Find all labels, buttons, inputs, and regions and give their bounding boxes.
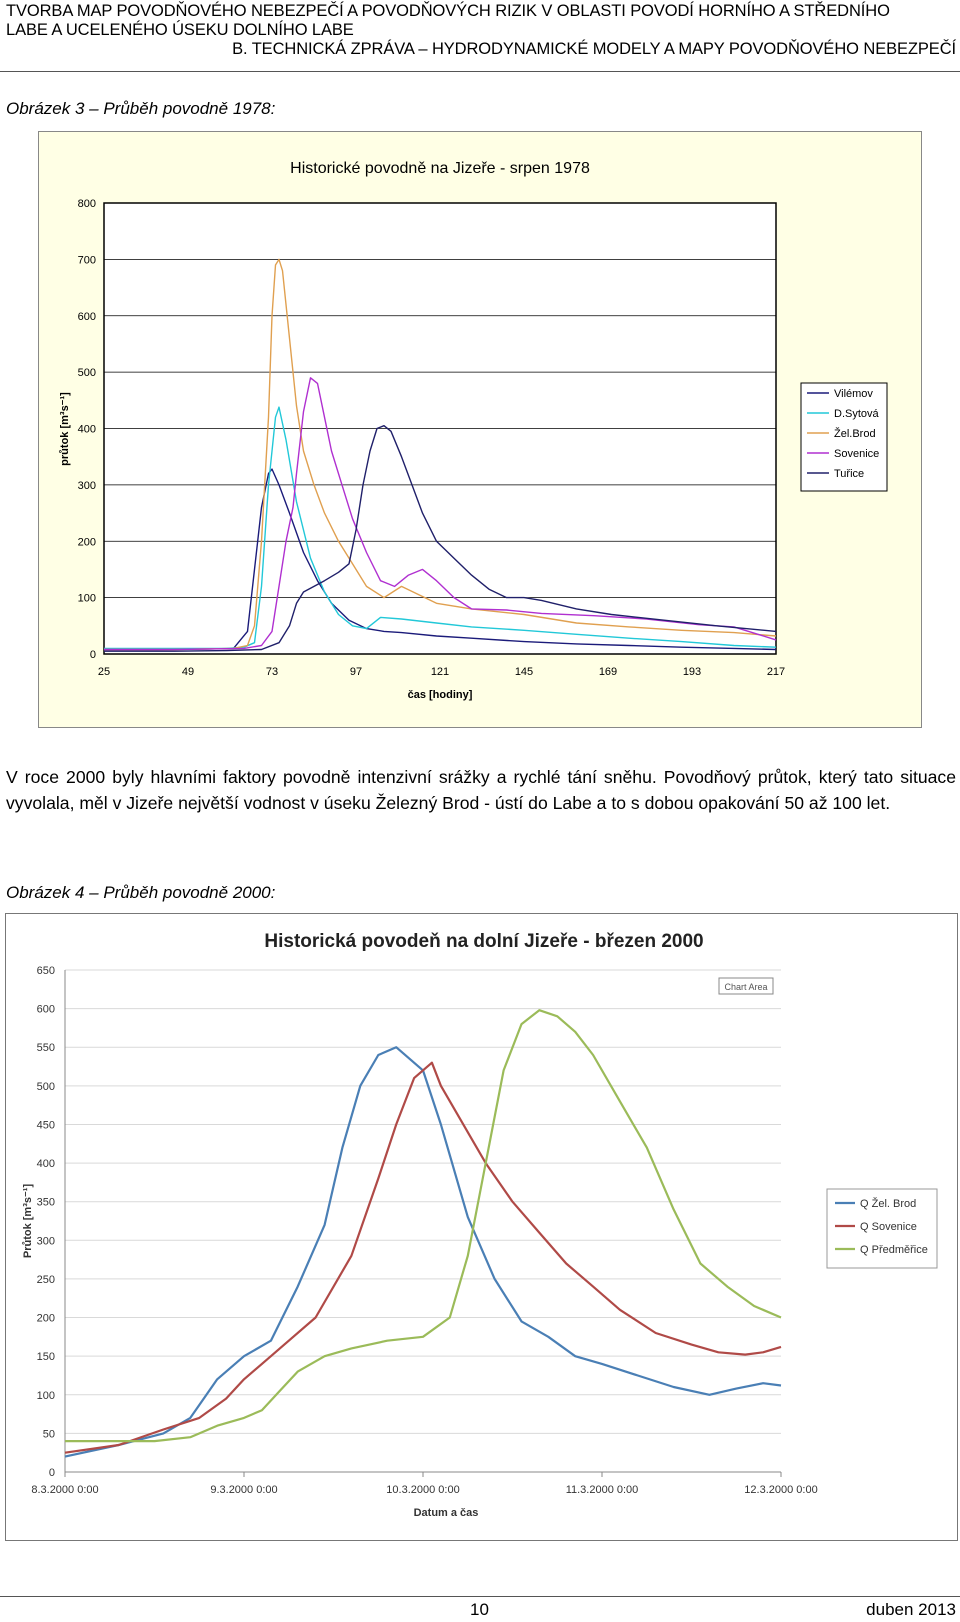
chart-flood-1978: 0 100 200 300 400 500 600 700 800 25 49 73 97 121 145 1… [38,131,922,728]
header-line-1: TVORBA MAP POVODŇOVÉHO NEBEZPEČÍ A POVOD… [6,2,890,20]
series-line-tu-ice [104,425,777,652]
legend-label: Q Sovenice [860,1221,917,1233]
legend-label: Sovenice [834,448,879,460]
y-tick-label: 550 [37,1042,55,1054]
y-tick-label: 600 [37,1004,55,1016]
chart-title: Historické povodně na Jizeře - srpen 197… [290,160,590,177]
x-tick-label: 9.3.2000 0:00 [210,1484,277,1496]
chart-flood-2000: 0 50 100 150 200 250 300 350 400 450 500 550 600 650 8… [5,913,958,1541]
chart-title: Historická povodeň na dolní Jizeře - bře… [264,931,703,952]
y-tick-label: 350 [37,1197,55,1209]
x-tick-label: 97 [350,666,362,678]
series-line-sovenice [104,377,777,651]
series-line-q-p-edm-ice [65,1009,782,1443]
y-tick-label: 0 [49,1467,55,1479]
footer-date: duben 2013 [866,1600,956,1619]
x-tick-label: 217 [767,666,785,678]
legend-label: Vilémov [834,388,873,400]
legend-label: Tuřice [834,468,864,480]
header-line-3: B. TECHNICKÁ ZPRÁVA – HYDRODYNAMICKÉ MOD… [232,40,956,58]
y-tick-label: 700 [78,254,96,266]
legend-label: D.Sytová [834,408,880,420]
y-tick-label: 200 [37,1313,55,1325]
series-line-el-brod [104,258,777,651]
x-tick-label: 73 [266,666,278,678]
y-tick-label: 500 [37,1081,55,1093]
x-tick-label: 193 [683,666,701,678]
figure-3-caption: Obrázek 3 – Průběh povodně 1978: [6,99,276,118]
y-tick-label: 400 [37,1158,55,1170]
y-axis-label: průtok [m³s⁻¹] [59,392,71,466]
x-tick-label: 49 [182,666,194,678]
y-tick-label: 500 [78,367,96,379]
x-tick-label: 145 [515,666,533,678]
figure-4-caption: Obrázek 4 – Průběh povodně 2000: [6,883,276,902]
chart-area-tooltip [718,977,774,995]
x-tick-label: 11.3.2000 0:00 [566,1484,639,1496]
page-number: 10 [470,1600,489,1619]
legend-label: Žel.Brod [834,427,876,440]
y-axis-label: Průtok [m³s⁻¹] [22,1184,34,1259]
header-line-2: LABE A UCELENÉHO ÚSEKU DOLNÍHO LABE [6,21,354,39]
header-divider [0,71,960,72]
x-tick-label: 169 [599,666,617,678]
y-tick-label: 200 [78,536,96,548]
y-tick-label: 0 [90,649,96,661]
y-tick-label: 100 [78,593,96,605]
y-tick-label: 650 [37,965,55,977]
y-tick-label: 150 [37,1351,55,1363]
chart-area [5,913,958,1541]
y-tick-label: 400 [78,424,96,436]
x-axis-label: čas [hodiny] [408,689,473,701]
x-axis-label: Datum a čas [414,1507,479,1519]
body-paragraph: V roce 2000 byly hlavními faktory povodn… [6,767,956,813]
y-tick-label: 300 [37,1235,55,1247]
chart-area-tooltip-text: Chart Area [724,982,767,992]
x-tick-label: 12.3.2000 0:00 [744,1484,817,1496]
x-tick-label: 10.3.2000 0:00 [386,1484,459,1496]
series-line-d-sytov [104,406,777,650]
legend-label: Q Žel. Brod [860,1197,916,1210]
x-tick-label: 121 [431,666,449,678]
legend-label: Q Předměřice [860,1244,928,1256]
y-tick-label: 600 [78,311,96,323]
y-tick-label: 250 [37,1274,55,1286]
y-tick-label: 300 [78,480,96,492]
y-tick-label: 100 [37,1390,55,1402]
page-header: TVORBA MAP POVODŇOVÉHO NEBEZPEČÍ A POVOD… [6,2,958,59]
x-tick-label: 25 [98,666,110,678]
y-tick-label: 800 [78,198,96,210]
footer-divider [0,1596,960,1597]
y-tick-label: 50 [43,1428,55,1440]
series-line-q-sovenice [64,1061,782,1454]
y-tick-label: 450 [37,1119,55,1131]
x-tick-label: 8.3.2000 0:00 [31,1484,98,1496]
